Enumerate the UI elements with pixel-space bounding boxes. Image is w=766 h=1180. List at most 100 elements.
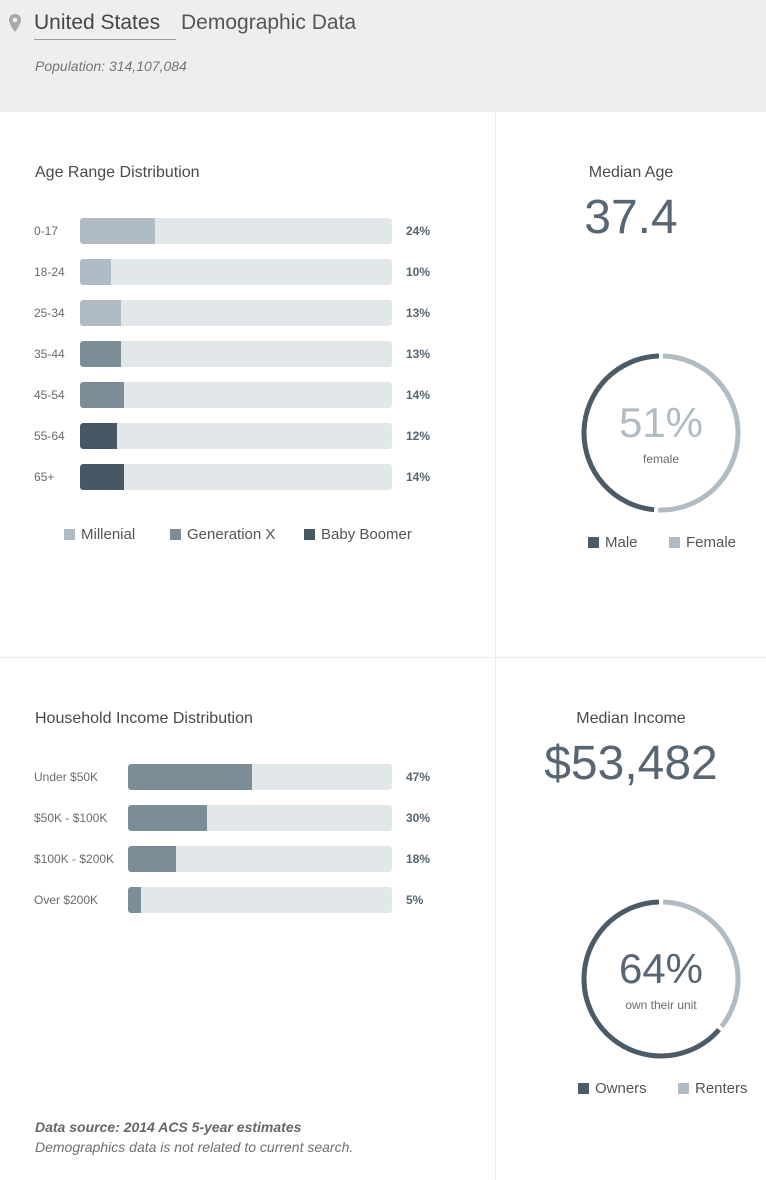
bar (80, 300, 121, 326)
bar-value-label: 13% (406, 347, 431, 361)
bar-category-label: 55-64 (34, 429, 65, 443)
vertical-divider (495, 112, 496, 1180)
bar-row: $50K - $100K 30% (34, 805, 446, 831)
bar-value-label: 5% (406, 893, 424, 907)
bar-track (80, 300, 392, 326)
bar (128, 805, 208, 831)
ownership-donut-svg (581, 899, 741, 1059)
bar-category-label: $100K - $200K (34, 852, 115, 866)
gender-legend: Male Female (588, 534, 758, 554)
bar (80, 259, 112, 285)
owners-swatch (578, 1083, 589, 1094)
legend-label: Owners (595, 1080, 647, 1097)
donut-slice-renters (662, 899, 741, 1029)
millenial-swatch (64, 529, 75, 540)
bar-track (80, 423, 392, 449)
male-swatch (588, 537, 599, 548)
bar-category-label: Under $50K (34, 770, 99, 784)
bar-track (128, 764, 392, 790)
header: United States Demographic Data Populatio… (0, 0, 766, 112)
female-swatch (669, 537, 680, 548)
median-age-label: Median Age (588, 164, 674, 181)
donut-slice-female (658, 353, 741, 513)
bar (80, 423, 118, 449)
bar-category-label: 25-34 (34, 306, 65, 320)
bar-track (128, 805, 392, 831)
bar-row: $100K - $200K 18% (34, 846, 446, 872)
bar (80, 341, 121, 367)
bar-category-label: 18-24 (34, 265, 65, 279)
ownership-percent: 64% (618, 945, 704, 992)
legend-label: Baby Boomer (321, 526, 412, 543)
bar-value-label: 13% (406, 306, 431, 320)
bar-row: 35-44 13% (34, 341, 446, 367)
age-legend: Millenial Generation X Baby Boomer (64, 526, 484, 546)
ownership-sub-label: own their unit (625, 998, 697, 1012)
disclaimer-text: Demographics data is not related to curr… (35, 1139, 354, 1155)
population-text: Population: 314,107,084 (35, 58, 187, 74)
legend-item-male: Male (588, 534, 638, 552)
bar-track (80, 341, 392, 367)
gender-donut-chart: 51% female (581, 353, 741, 513)
bar-row: 18-24 10% (34, 259, 446, 285)
bar-category-label: Over $200K (34, 893, 99, 907)
renters-swatch (678, 1083, 689, 1094)
legend-item-owners: Owners (578, 1080, 647, 1098)
bar-value-label: 47% (406, 770, 431, 784)
generation-x-swatch (170, 529, 181, 540)
income-chart-title: Household Income Distribution (35, 710, 253, 727)
bar-value-label: 10% (406, 265, 431, 279)
donut-slice-owners (581, 899, 721, 1059)
bar (80, 464, 124, 490)
legend-item-female: Female (669, 534, 736, 552)
location-select[interactable]: United States (34, 9, 176, 40)
bar-track (80, 218, 392, 244)
bar-value-label: 24% (406, 224, 431, 238)
bar-track (80, 382, 392, 408)
gender-percent: 51% (618, 399, 704, 446)
legend-label: Renters (695, 1080, 748, 1097)
bar-value-label: 12% (406, 429, 431, 443)
bar-track (80, 464, 392, 490)
baby-boomer-swatch (304, 529, 315, 540)
bar-track (128, 887, 392, 913)
bar-category-label: 45-54 (34, 388, 65, 402)
legend-item-baby-boomer: Baby Boomer (304, 526, 412, 544)
bar-category-label: 0-17 (34, 224, 59, 238)
bar-row: Over $200K 5% (34, 887, 446, 913)
legend-label: Millenial (81, 526, 136, 543)
bar-value-label: 18% (406, 852, 431, 866)
legend-label: Female (686, 534, 737, 551)
bar-category-label: 65+ (34, 470, 55, 484)
bar-track (80, 259, 392, 285)
legend-item-generation-x: Generation X (170, 526, 275, 544)
bar-row: 0-17 24% (34, 218, 446, 244)
bar-row: Under $50K 47% (34, 764, 446, 790)
bar-row: 45-54 14% (34, 382, 446, 408)
data-source-text: Data source: 2014 ACS 5-year estimates (35, 1119, 302, 1135)
bar-value-label: 30% (406, 811, 431, 825)
page-title: Demographic Data (181, 11, 357, 34)
age-chart-title: Age Range Distribution (35, 164, 200, 181)
legend-item-millenial: Millenial (64, 526, 135, 544)
bar-row: 55-64 12% (34, 423, 446, 449)
bar-row: 65+ 14% (34, 464, 446, 490)
bar (80, 218, 155, 244)
bar-category-label: $50K - $100K (34, 811, 108, 825)
bar-track (128, 846, 392, 872)
gender-donut-svg (581, 353, 741, 513)
ownership-legend: Owners Renters (578, 1080, 758, 1100)
legend-item-renters: Renters (678, 1080, 748, 1098)
median-income-value: $53,482 (544, 737, 718, 790)
legend-label: Male (605, 534, 638, 551)
bar-category-label: 35-44 (34, 347, 65, 361)
bar-value-label: 14% (406, 470, 431, 484)
bar-value-label: 14% (406, 388, 431, 402)
gender-sub-label: female (642, 452, 680, 466)
bar (128, 887, 142, 913)
legend-label: Generation X (187, 526, 276, 543)
bar (80, 382, 124, 408)
bar (128, 846, 176, 872)
horizontal-divider (0, 657, 766, 658)
bar (128, 764, 253, 790)
